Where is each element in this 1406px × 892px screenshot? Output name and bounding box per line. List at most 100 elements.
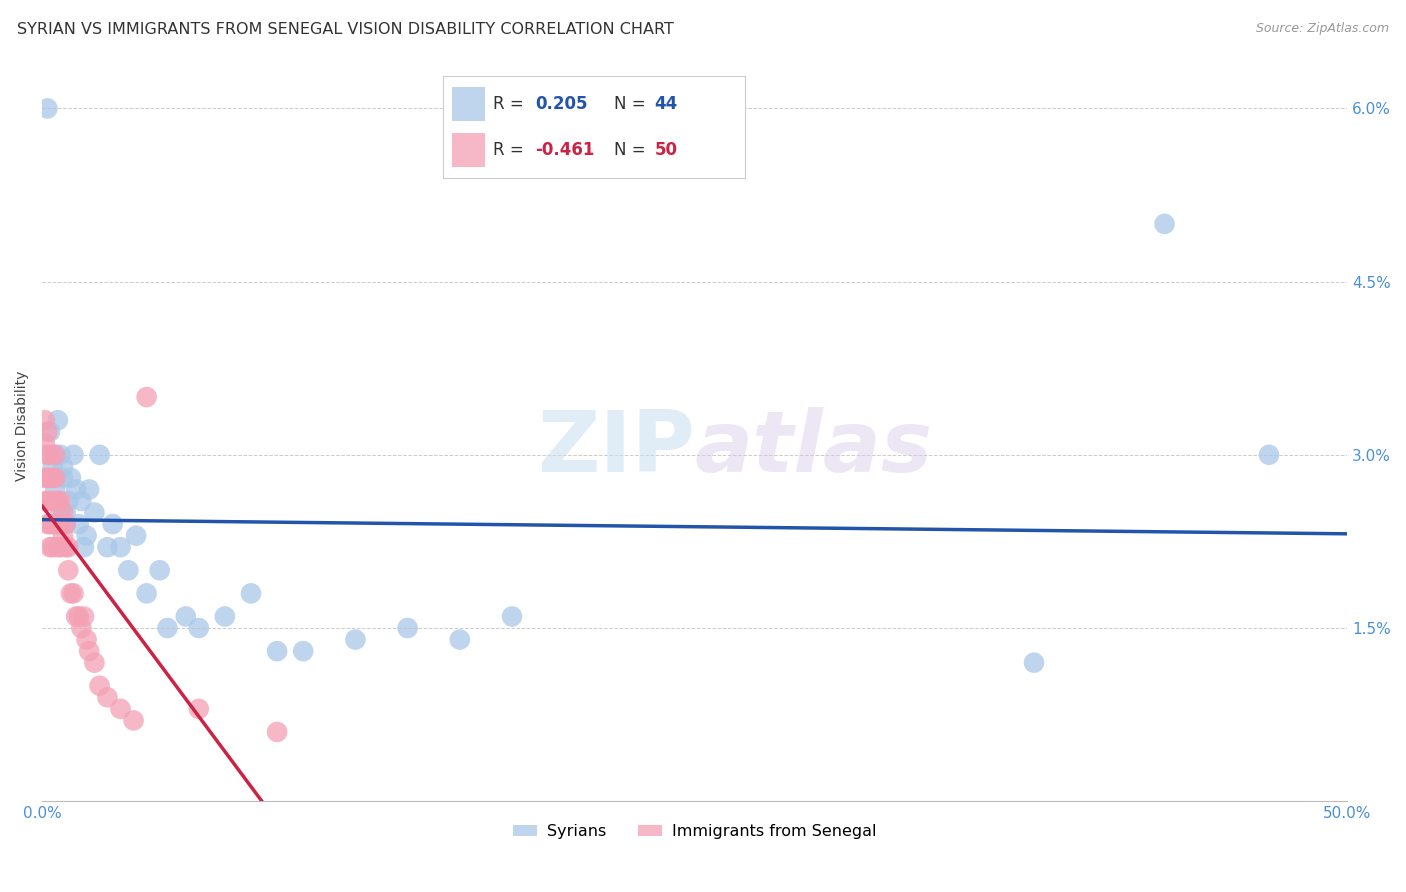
Point (34, 413, 56, 427)
Point (44, 448, 66, 462)
Point (149, 563, 172, 577)
Point (44, 494, 66, 508)
Text: -0.461: -0.461 (536, 141, 595, 159)
Point (49, 494, 72, 508)
Text: atlas: atlas (695, 407, 932, 490)
Point (344, 632, 367, 647)
Point (240, 586, 263, 600)
Point (135, 390, 157, 404)
Point (37, 448, 59, 462)
Text: 0.205: 0.205 (536, 95, 588, 113)
Point (39, 425, 62, 439)
Text: 44: 44 (655, 95, 678, 113)
Text: R =: R = (492, 95, 529, 113)
Point (49, 506, 72, 520)
Point (110, 702, 132, 716)
Point (34, 436, 56, 450)
Point (125, 529, 148, 543)
Point (41, 517, 63, 532)
Point (41, 459, 63, 474)
Point (1258, 448, 1281, 462)
Point (117, 563, 139, 577)
Point (55, 506, 77, 520)
Point (96, 690, 118, 705)
Point (55, 540, 77, 554)
Point (101, 517, 124, 532)
Point (110, 540, 132, 554)
Point (70, 621, 93, 635)
Point (46, 517, 69, 532)
Text: ZIP: ZIP (537, 407, 695, 490)
Point (59, 471, 82, 485)
Point (37, 494, 59, 508)
Point (77, 644, 100, 658)
Point (62, 448, 84, 462)
Point (65, 609, 87, 624)
Text: SYRIAN VS IMMIGRANTS FROM SENEGAL VISION DISABILITY CORRELATION CHART: SYRIAN VS IMMIGRANTS FROM SENEGAL VISION… (17, 22, 673, 37)
Point (67, 609, 90, 624)
Text: Source: ZipAtlas.com: Source: ZipAtlas.com (1256, 22, 1389, 36)
Point (156, 621, 179, 635)
Point (46, 494, 69, 508)
Point (52, 459, 75, 474)
Point (34, 471, 56, 485)
Point (214, 609, 236, 624)
Point (135, 586, 157, 600)
Point (77, 483, 100, 497)
Legend: Syrians, Immigrants from Senegal: Syrians, Immigrants from Senegal (508, 818, 883, 846)
Point (73, 609, 96, 624)
Y-axis label: Vision Disability: Vision Disability (15, 371, 30, 481)
Point (52, 529, 75, 543)
Point (44, 471, 66, 485)
Point (174, 609, 197, 624)
Point (73, 540, 96, 554)
Text: R =: R = (492, 141, 529, 159)
Point (1022, 656, 1045, 670)
Point (37, 425, 59, 439)
Point (122, 714, 145, 728)
Point (34, 494, 56, 508)
Point (41, 494, 63, 508)
Point (41, 471, 63, 485)
Point (49, 448, 72, 462)
Point (49, 540, 72, 554)
Point (67, 517, 90, 532)
Point (37, 517, 59, 532)
Point (187, 702, 209, 716)
Point (449, 632, 471, 647)
Point (52, 506, 75, 520)
Point (37, 102, 59, 116)
Text: N =: N = (613, 95, 651, 113)
Point (44, 448, 66, 462)
Point (396, 621, 419, 635)
Point (55, 517, 77, 532)
Point (62, 586, 84, 600)
Point (65, 483, 87, 497)
Point (292, 644, 315, 658)
Point (70, 494, 93, 508)
Point (58, 494, 80, 508)
Bar (451, 133, 485, 167)
Point (46, 413, 69, 427)
Point (55, 517, 77, 532)
Bar (451, 87, 485, 121)
Point (58, 540, 80, 554)
Point (83, 656, 105, 670)
Point (39, 517, 62, 532)
Point (187, 621, 209, 635)
Point (44, 517, 66, 532)
Point (266, 725, 288, 739)
Text: 50: 50 (655, 141, 678, 159)
Point (39, 471, 62, 485)
Point (83, 506, 105, 520)
Point (76, 632, 98, 647)
Point (89, 679, 111, 693)
Text: N =: N = (613, 141, 651, 159)
Point (39, 540, 62, 554)
Point (58, 563, 80, 577)
Point (96, 540, 118, 554)
Point (52, 471, 75, 485)
Point (41, 540, 63, 554)
Point (266, 644, 288, 658)
Point (59, 586, 82, 600)
